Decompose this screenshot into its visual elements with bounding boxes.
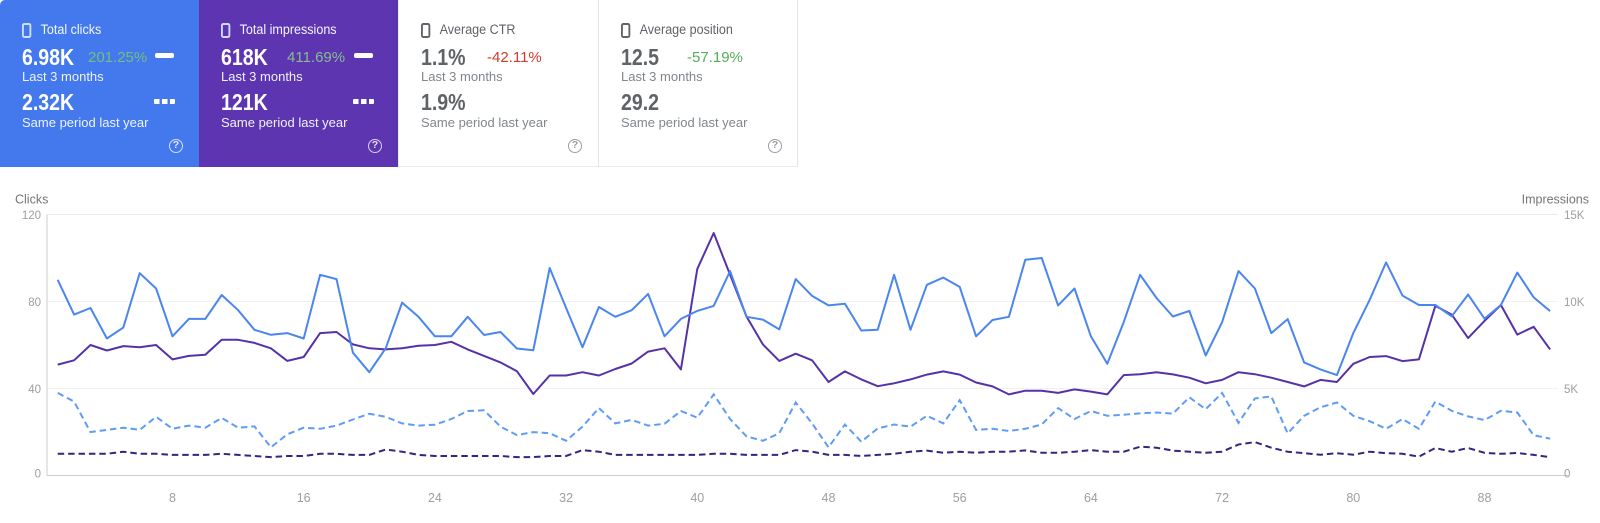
svg-text:Clicks: Clicks <box>15 193 48 207</box>
svg-text:0: 0 <box>35 469 41 481</box>
svg-text:0: 0 <box>1564 469 1570 481</box>
svg-text:88: 88 <box>1478 491 1492 505</box>
svg-text:80: 80 <box>1346 491 1360 505</box>
svg-text:5K: 5K <box>1564 384 1578 396</box>
svg-text:10K: 10K <box>1564 297 1585 309</box>
svg-text:15K: 15K <box>1564 210 1585 222</box>
svg-text:Impressions: Impressions <box>1522 193 1589 207</box>
svg-text:64: 64 <box>1084 491 1098 505</box>
svg-text:80: 80 <box>28 297 41 309</box>
svg-text:32: 32 <box>559 491 573 505</box>
svg-text:40: 40 <box>690 491 704 505</box>
svg-text:16: 16 <box>297 491 311 505</box>
svg-text:24: 24 <box>428 491 442 505</box>
svg-text:120: 120 <box>22 210 41 222</box>
svg-text:8: 8 <box>169 491 176 505</box>
svg-text:72: 72 <box>1215 491 1229 505</box>
svg-text:48: 48 <box>822 491 836 505</box>
svg-text:56: 56 <box>953 491 967 505</box>
svg-text:40: 40 <box>28 384 41 396</box>
